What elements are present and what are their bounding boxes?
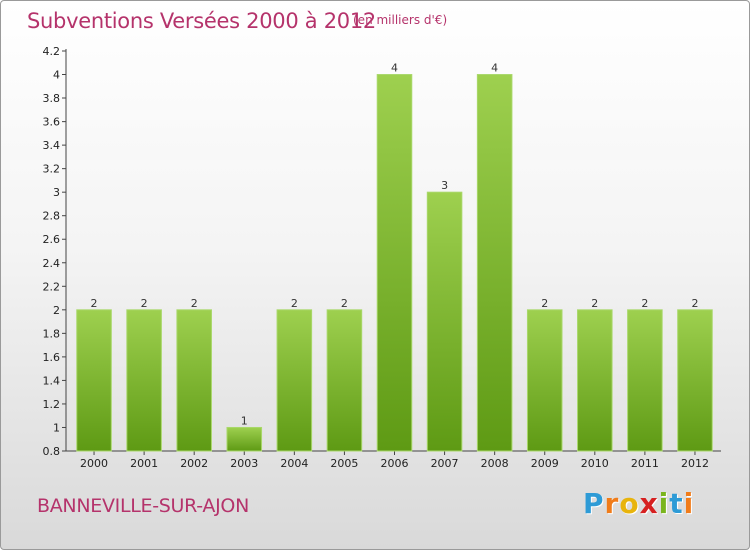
x-axis: 2000 2001 2002 2003 2004 2005 2006 2007 2008 2009…	[66, 450, 721, 470]
y-tick-label: 3	[53, 186, 60, 199]
x-tick-label: 2009	[531, 457, 559, 470]
logo-letter: i	[658, 487, 670, 520]
commune-name: BANNEVILLE-SUR-AJON	[37, 495, 250, 517]
y-tick-label: 1.2	[43, 398, 61, 411]
logo-letter: P	[583, 487, 605, 520]
y-tick-label: 4.2	[43, 45, 61, 58]
logo-letter: t	[669, 487, 684, 520]
bar	[176, 309, 212, 452]
x-tick-label: 2006	[381, 457, 409, 470]
bar-value-label: 4	[391, 62, 398, 75]
x-tick-label: 2012	[681, 457, 709, 470]
bar-value-label: 4	[491, 62, 498, 75]
x-tick-label: 2001	[130, 457, 158, 470]
bar-value-label: 2	[691, 297, 698, 310]
bar-value-label: 2	[341, 297, 348, 310]
bar	[627, 309, 663, 452]
x-tick-label: 2011	[631, 457, 659, 470]
bar	[76, 309, 112, 452]
bar-value-label: 2	[541, 297, 548, 310]
y-tick-label: 2.8	[43, 210, 61, 223]
bar	[376, 74, 413, 452]
bar-value-label: 2	[641, 297, 648, 310]
x-tick-label: 2008	[481, 457, 509, 470]
y-tick-label: 2.2	[43, 280, 61, 293]
bar-value-label: 2	[141, 297, 148, 310]
y-axis: 0.8 1 1.2 1.4 1.6 1.8 2 2.2 2.4 2.6 2.8 3 3.2 3.4 3.6 3…	[43, 45, 67, 458]
bar	[677, 309, 713, 452]
x-tick-label: 2000	[80, 457, 108, 470]
y-tick-label: 3.8	[43, 92, 61, 105]
bar	[476, 74, 513, 452]
x-tick-label: 2005	[330, 457, 358, 470]
y-tick-label: 4	[53, 69, 60, 82]
chart-unit-label: (en milliers d'€)	[353, 13, 448, 27]
logo-letter: x	[639, 487, 659, 520]
bar	[126, 309, 162, 452]
bar	[577, 309, 613, 452]
y-tick-label: 1.4	[43, 374, 61, 387]
y-tick-label: 1.8	[43, 327, 61, 340]
bar-value-label: 2	[191, 297, 198, 310]
logo-letter: o	[619, 487, 640, 520]
bar	[276, 309, 313, 452]
y-tick-label: 3.6	[43, 116, 61, 129]
y-tick-label: 3.2	[43, 163, 61, 176]
y-tick-label: 1	[53, 421, 60, 434]
bar	[226, 426, 263, 452]
bar-value-label: 2	[291, 297, 298, 310]
y-tick-label: 0.8	[43, 445, 61, 458]
bars	[76, 74, 713, 452]
x-tick-label: 2010	[581, 457, 609, 470]
y-tick-label: 3.4	[43, 139, 61, 152]
x-tick-label: 2007	[431, 457, 459, 470]
y-tick-label: 2.6	[43, 233, 61, 246]
logo-letter: r	[604, 487, 620, 520]
bar	[326, 309, 363, 452]
y-tick-label: 2	[53, 304, 60, 317]
data-labels: 2 2 2 1 2 2 4 3 4 2 2 2 2	[91, 62, 699, 428]
y-tick-label: 2.4	[43, 257, 61, 270]
bar-value-label: 3	[441, 179, 448, 192]
bar-value-label: 1	[241, 414, 248, 427]
chart-title: Subventions Versées 2000 à 2012	[27, 9, 376, 33]
x-tick-label: 2004	[280, 457, 308, 470]
bar	[526, 309, 563, 452]
y-tick-label: 1.6	[43, 351, 61, 364]
bar-value-label: 2	[591, 297, 598, 310]
logo-letter: i	[683, 487, 695, 520]
bar-value-label: 2	[91, 297, 98, 310]
x-tick-label: 2003	[230, 457, 258, 470]
proxiti-logo[interactable]: Proxiti	[583, 487, 694, 520]
bar	[426, 191, 463, 452]
x-tick-label: 2002	[180, 457, 208, 470]
